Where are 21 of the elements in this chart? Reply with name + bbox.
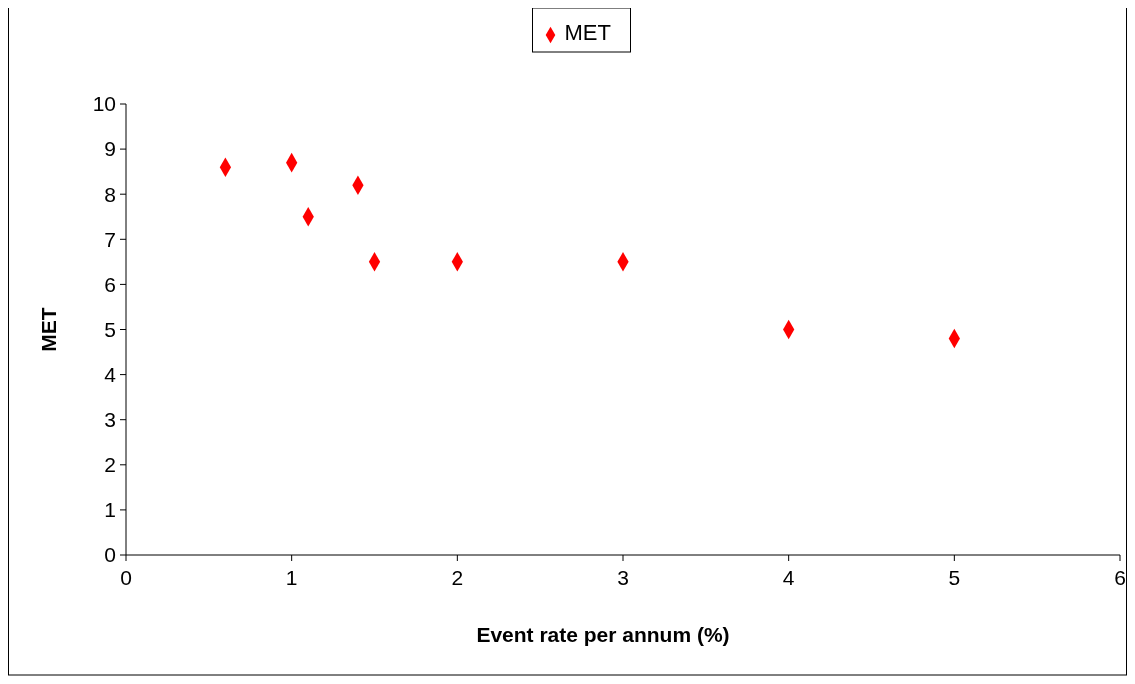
y-tick-label: 0 <box>104 543 116 567</box>
x-tick-label: 3 <box>617 566 629 589</box>
x-tick-label: 4 <box>782 566 795 589</box>
y-tick-label: 7 <box>104 227 116 251</box>
y-tick-label: 4 <box>104 362 117 386</box>
x-tick-label: 1 <box>285 566 298 589</box>
y-tick-label: 5 <box>104 317 116 341</box>
y-tick-label: 2 <box>104 453 116 477</box>
y-tick-label: 10 <box>92 92 116 116</box>
y-tick-label: 9 <box>104 137 116 161</box>
x-tick-label: 5 <box>948 566 961 589</box>
y-tick-label: 6 <box>104 272 116 296</box>
x-tick-label: 0 <box>120 566 132 589</box>
y-tick-label: 1 <box>104 498 116 522</box>
x-axis-title: Event rate per annum (%) <box>476 623 730 646</box>
legend-label: MET <box>564 20 611 45</box>
x-tick-label: 2 <box>451 566 464 589</box>
y-tick-label: 3 <box>104 408 116 432</box>
y-axis-title: MET <box>37 307 60 352</box>
y-tick-label: 8 <box>104 182 116 206</box>
x-tick-label: 6 <box>1114 566 1126 589</box>
